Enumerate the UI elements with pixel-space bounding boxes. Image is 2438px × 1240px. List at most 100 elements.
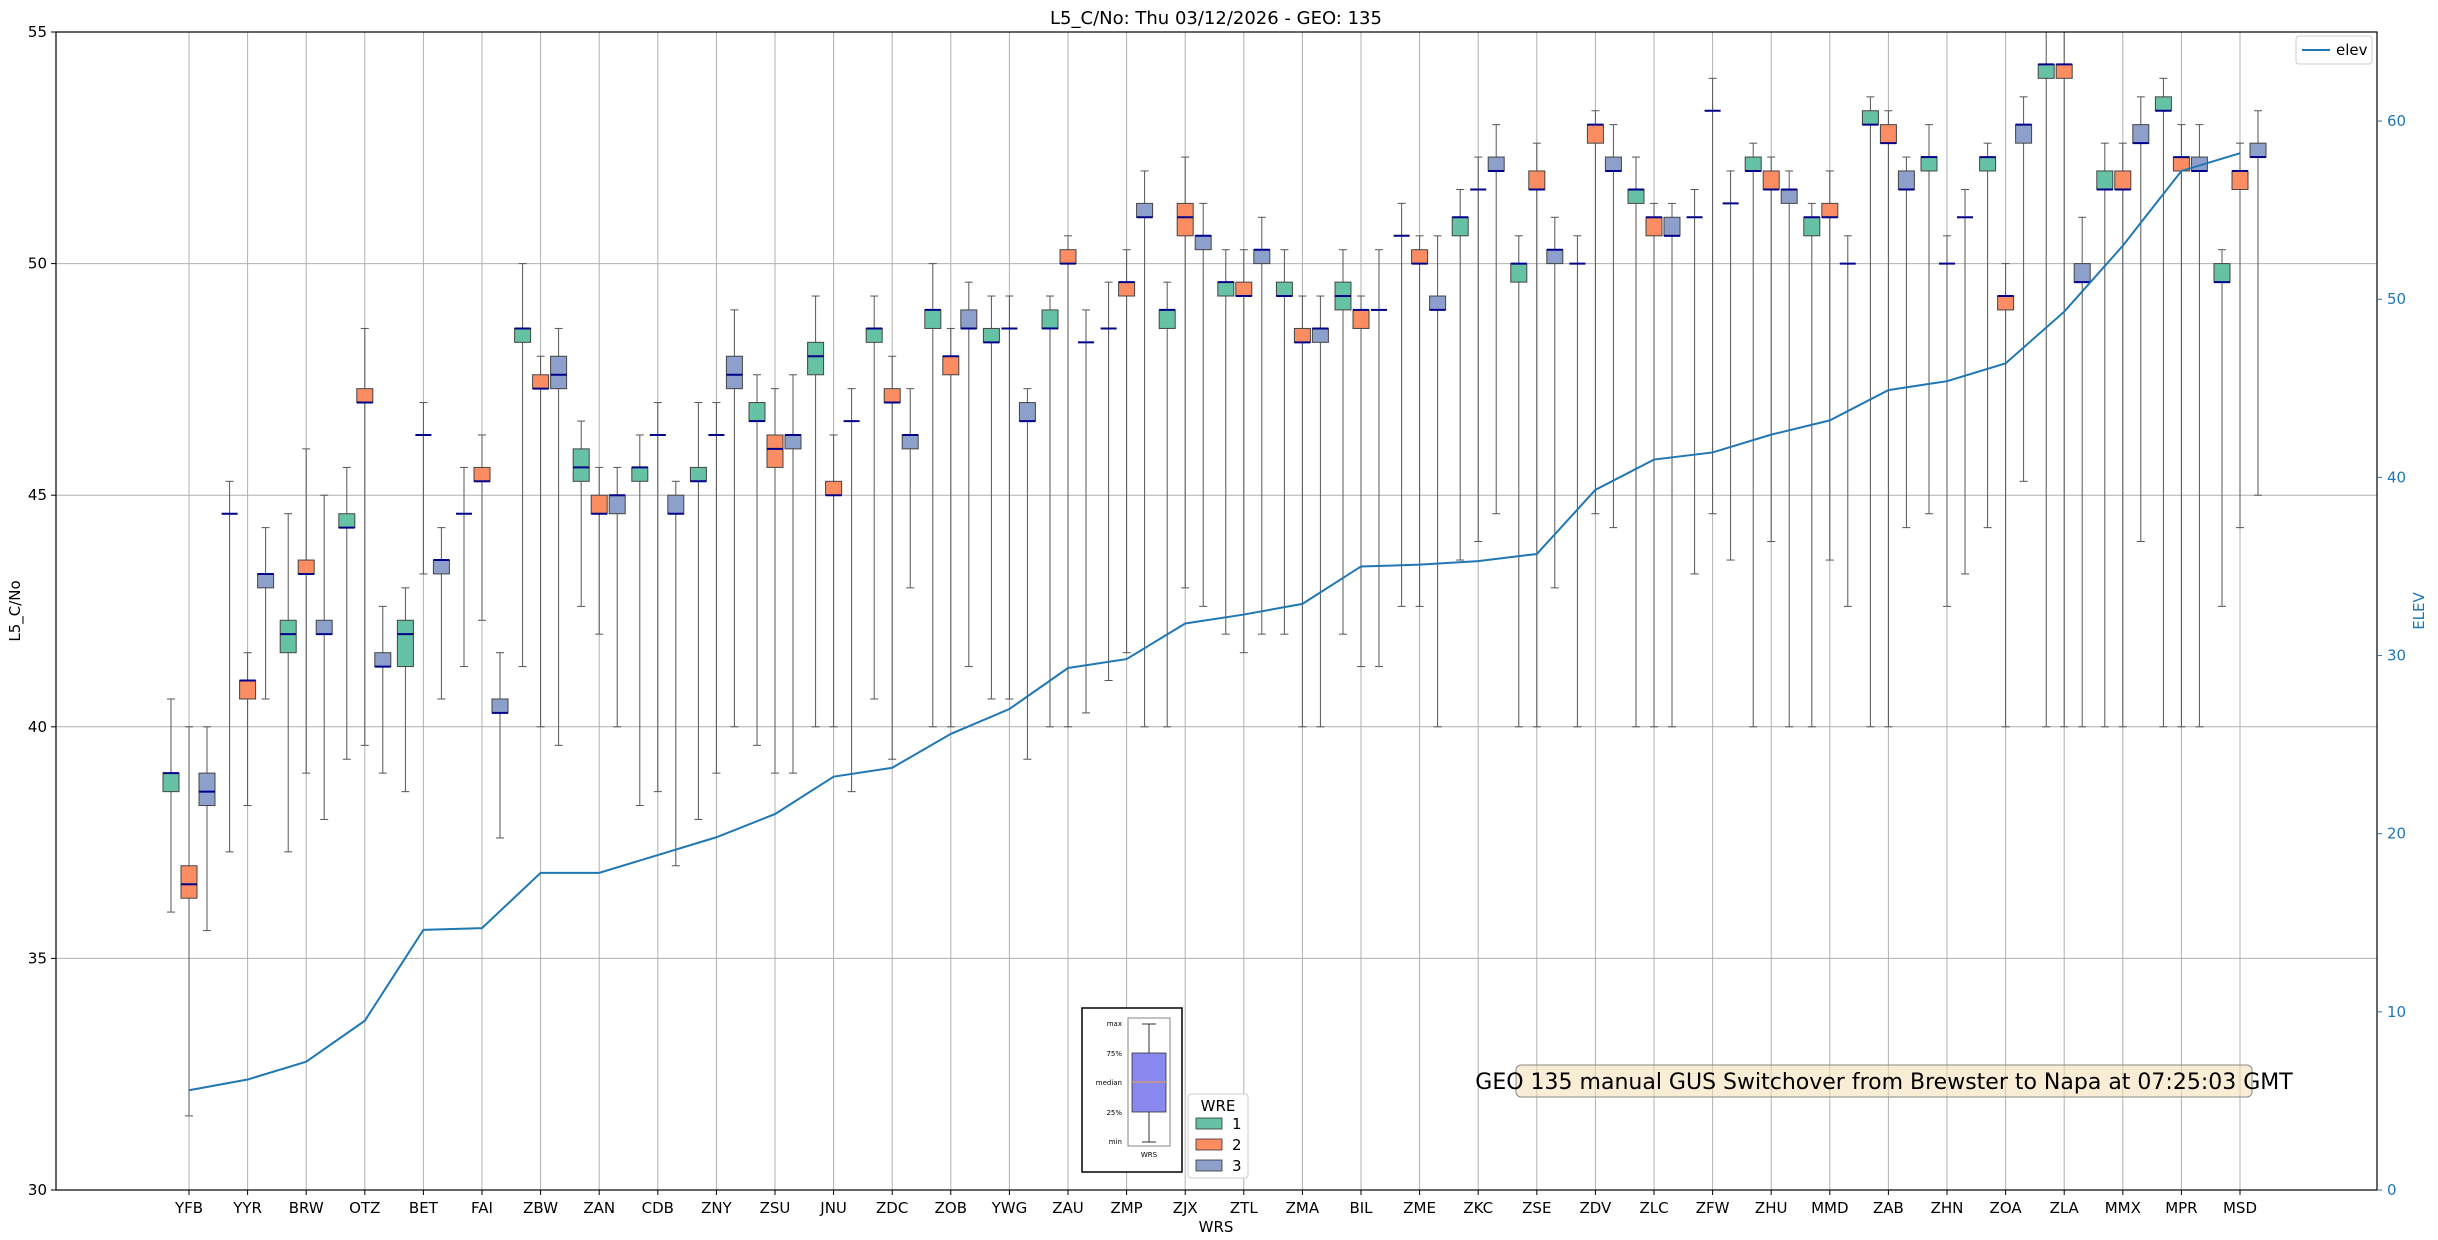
x-tick-label: ZHU [1755,1199,1788,1217]
box-wre-2 [1176,202,1194,237]
box-wre-3 [550,355,568,390]
y-tick-label: 40 [28,718,47,736]
box-wre-1 [396,619,414,668]
box-wre-1 [162,772,180,793]
box-wre-3 [1311,327,1329,343]
box-wre-1 [2154,96,2172,112]
box-wre-2 [1118,281,1136,297]
wre-legend: WRE 1 2 3 [1187,1093,1249,1179]
x-tick-label: ZMP [1110,1199,1142,1217]
box-wre-3 [960,309,978,329]
box-wre-2 [766,434,784,468]
box-wre-2 [2231,170,2249,190]
box-wre-2 [1997,295,2015,311]
box-wre-3 [432,559,450,575]
x-tick-label: ZME [1403,1199,1436,1217]
box-wre-3 [1780,188,1798,204]
x-tick-label: ZJX [1173,1199,1198,1217]
y-right-tick-labels: 0 10 20 30 40 50 60 [2377,112,2406,1199]
box-wre-3 [491,698,509,714]
box-wre-2 [297,559,315,575]
x-tick-label: ZMA [1286,1199,1320,1217]
x-tick-label: ZAB [1873,1199,1904,1217]
y-right-tick-label: 10 [2387,1003,2406,1021]
box-wre-3 [1604,156,1622,172]
box-wre-2 [1293,327,1311,343]
box-wre-2 [1059,249,1077,265]
x-tick-label: ZBW [523,1199,558,1217]
annotation-text: GEO 135 manual GUS Switchover from Brews… [1475,1070,2293,1095]
box-wre-1 [338,513,356,529]
x-tick-label: JNU [819,1199,847,1217]
wre-legend-label-3: 3 [1232,1157,1242,1175]
box-wre-3 [784,434,802,450]
y-tick-label: 55 [28,23,47,41]
box-wre-1 [1158,309,1176,329]
y-axis-label: L5_C/No [6,580,25,641]
x-tick-label: MMD [1811,1199,1848,1217]
wre-legend-swatch-3 [1195,1159,1223,1172]
elev-legend-label: elev [2336,41,2368,59]
box-wre-3 [198,772,216,807]
box-wre-2 [180,865,198,899]
y-tick-label: 35 [28,949,47,967]
box-wre-1 [1041,309,1059,329]
box-wre-1 [1510,263,1528,283]
box-wre-1 [514,327,532,343]
boxplot-key-inset: max 75% median 25% min WRS [1081,1007,1183,1173]
box-wre-1 [982,327,1000,343]
y-right-axis-label: ELEV [2410,591,2428,629]
box-wre-2 [1645,216,1663,237]
box-wre-3 [2132,124,2150,144]
x-tick-label: ZHN [1931,1199,1964,1217]
y-right-tick-label: 40 [2387,468,2406,486]
box-wre-1 [2037,63,2055,79]
box-wre-1 [2213,263,2231,283]
x-tick-label: ZOA [1990,1199,2023,1217]
x-tick-label: ZAN [583,1199,615,1217]
x-tick-label: ZTL [1230,1199,1258,1217]
wre-legend-swatch-2 [1195,1138,1223,1151]
y-tick-label: 50 [28,255,47,273]
box-plots [162,31,2267,1117]
elev-line [188,152,2241,1092]
box-wre-2 [1352,309,1370,329]
box-wre-2 [1879,124,1897,144]
key-label-min: min [1109,1138,1122,1146]
x-tick-label: ZDV [1579,1199,1612,1217]
y-tick-label: 45 [28,486,47,504]
box-wre-1 [1451,216,1469,237]
x-tick-label: ZAU [1052,1199,1084,1217]
box-wre-3 [257,573,275,589]
box-wre-1 [1275,281,1293,297]
box-wre-1 [2096,170,2114,190]
box-wre-2 [825,480,843,496]
box-wre-3 [608,494,626,515]
box-wre-3 [374,652,392,668]
box-wre-1 [279,619,297,654]
box-wre-3 [901,434,919,450]
annotation: GEO 135 manual GUS Switchover from Brews… [1475,1064,2293,1098]
x-tick-label: BIL [1349,1199,1373,1217]
box-wre-1 [1627,188,1645,204]
y-tick-labels: 30 35 40 45 50 55 [28,23,56,1199]
box-wre-3 [2249,142,2267,158]
box-wre-1 [807,341,825,376]
x-tick-label: MMX [2105,1199,2141,1217]
key-label-median: median [1096,1079,1122,1087]
box-wre-2 [2055,63,2073,79]
box-wre-1 [748,402,766,422]
box-wre-3 [1487,156,1505,172]
box-wre-2 [239,679,257,700]
box-wre-3 [1663,216,1681,237]
box-wre-3 [1018,402,1036,422]
box-wre-1 [631,466,649,482]
x-tick-label: MSD [2223,1199,2257,1217]
x-tick-label: ZKC [1463,1199,1493,1217]
elev-legend: elev [2295,35,2373,65]
x-tick-label: FAI [471,1199,493,1217]
box-wre-2 [1762,170,1780,190]
x-tick-label: ZSU [760,1199,791,1217]
box-wre-2 [1586,124,1604,144]
box-wre-2 [883,388,901,404]
